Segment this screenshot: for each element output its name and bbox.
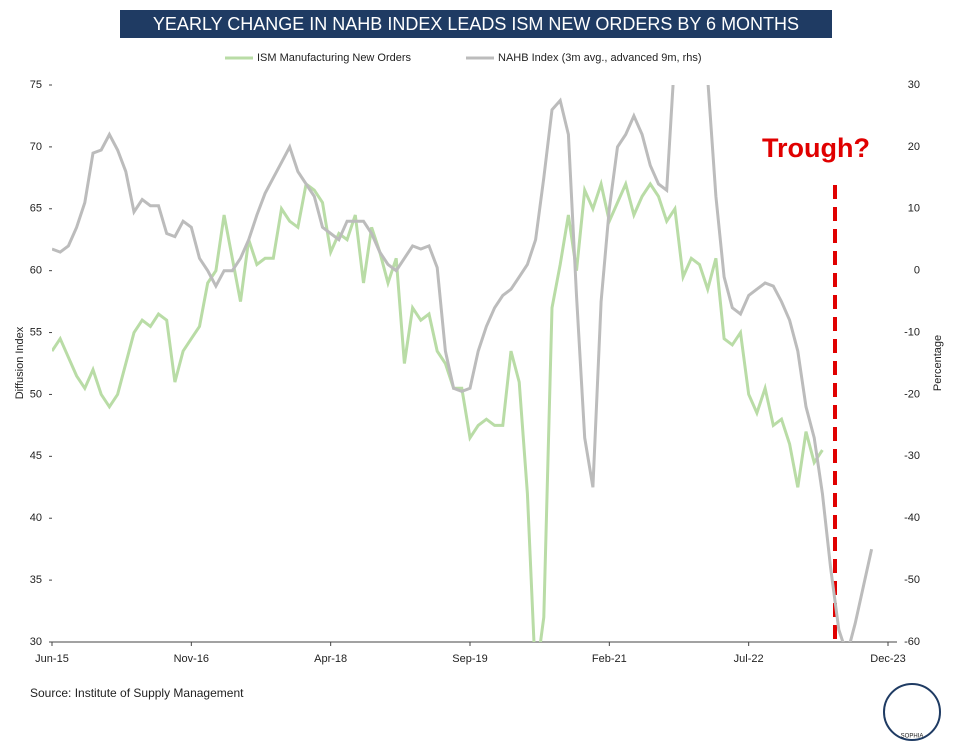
- x-tick-label: Jun-15: [35, 653, 69, 665]
- y-tick-label: 60: [30, 265, 42, 277]
- y-tick-label: 40: [30, 512, 42, 524]
- x-tick-label: Sep-19: [452, 653, 487, 665]
- y-tick-label: 55: [30, 326, 42, 338]
- y2-tick-label: -50: [904, 574, 920, 586]
- x-tick-label: Jul-22: [734, 653, 764, 665]
- title-box: [120, 10, 832, 38]
- annotation: Trough?: [762, 133, 870, 163]
- y-tick-label: 75: [30, 79, 42, 91]
- y2-tick-label: 20: [908, 141, 920, 153]
- series-line: [52, 178, 824, 642]
- y2-tick-label: -10: [904, 326, 920, 338]
- y2-tick-label: -60: [904, 636, 920, 648]
- y2-tick-label: -40: [904, 512, 920, 524]
- y-tick-label: 35: [30, 574, 42, 586]
- y2-tick-label: 0: [914, 265, 920, 277]
- y2-tick-label: -20: [904, 388, 920, 400]
- series-line: [52, 85, 874, 642]
- logo: [883, 683, 941, 741]
- y-tick-label: 30: [30, 636, 42, 648]
- x-tick-label: Apr-18: [314, 653, 347, 665]
- y-tick-label: 70: [30, 141, 42, 153]
- chart-title: YEARLY CHANGE IN NAHB INDEX LEADS ISM NE…: [153, 14, 799, 34]
- logo-text: SOPHIA: [901, 734, 924, 740]
- y-tick-label: 50: [30, 388, 42, 400]
- y-tick-label: 45: [30, 450, 42, 462]
- source: Source: Institute of Supply Management: [30, 686, 244, 700]
- legend-label: ISM Manufacturing New Orders: [257, 52, 412, 64]
- y2-tick-label: -30: [904, 450, 920, 462]
- y-axis-label: Diffusion Index: [14, 326, 26, 399]
- y2-tick-label: 30: [908, 79, 920, 91]
- x-tick-label: Nov-16: [174, 653, 209, 665]
- x-tick-label: Dec-23: [870, 653, 905, 665]
- y-tick-label: 65: [30, 203, 42, 215]
- legend-label: NAHB Index (3m avg., advanced 9m, rhs): [498, 52, 702, 64]
- y2-tick-label: 10: [908, 203, 920, 215]
- x-tick-label: Feb-21: [592, 653, 627, 665]
- y2-axis-label: Percentage: [932, 335, 944, 391]
